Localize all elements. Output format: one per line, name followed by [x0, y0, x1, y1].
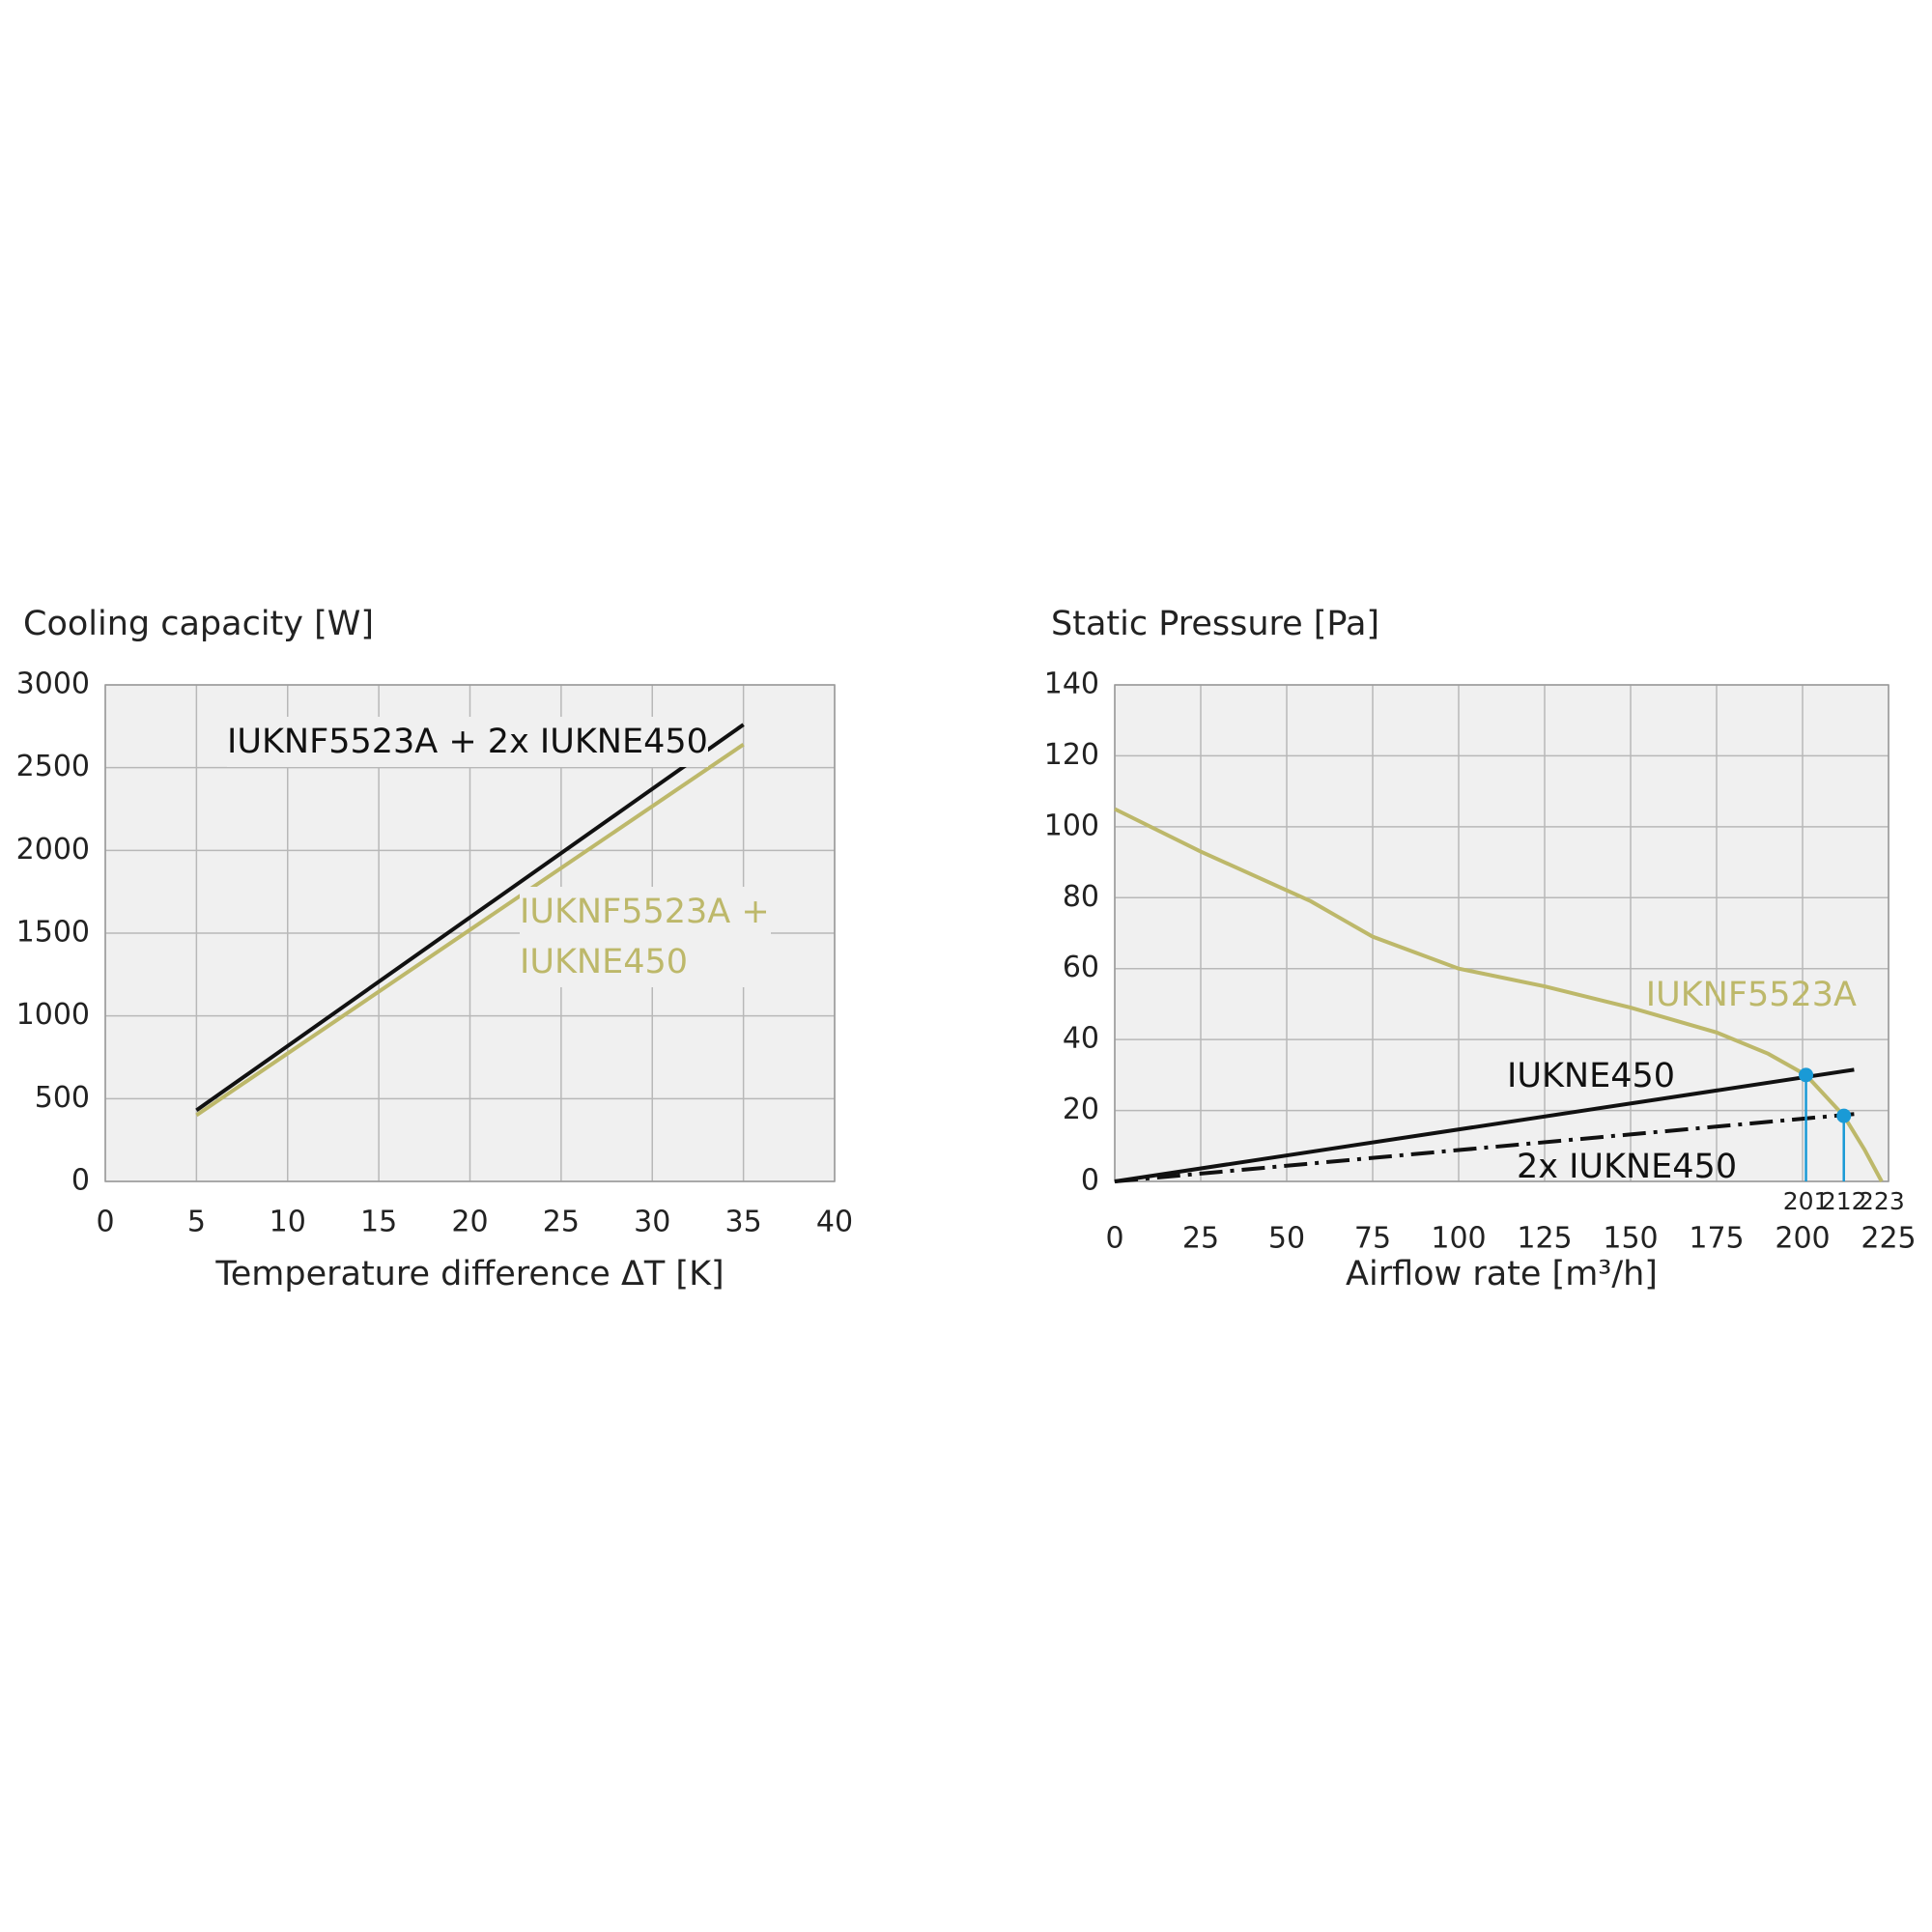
x-tick-label: 125	[1517, 1222, 1572, 1256]
y-tick-label: 2000	[16, 833, 90, 867]
annotation: 201	[1783, 1187, 1830, 1215]
x-axis-label: Temperature difference ΔT [K]	[214, 1255, 724, 1293]
x-tick-label: 75	[1354, 1222, 1391, 1256]
x-tick-label: 20	[451, 1206, 488, 1239]
y-tick-label: 1000	[16, 998, 90, 1032]
plot-border	[104, 684, 836, 1182]
y-tick-label: 0	[71, 1164, 90, 1198]
series-label-box: IUKNF5523A + 2x IUKNE450	[227, 717, 708, 767]
x-tick-label: 150	[1603, 1222, 1658, 1256]
x-tick-label: 25	[543, 1206, 580, 1239]
series-label: IUKNF5523A + 2x IUKNE450	[227, 717, 708, 767]
y-tick-label: 0	[1081, 1164, 1099, 1198]
x-tick-label: 200	[1775, 1222, 1830, 1256]
x-tick-label: 35	[725, 1206, 762, 1239]
series-line	[1114, 1067, 1855, 1183]
x-axis-label: Airflow rate [m³/h]	[1346, 1255, 1658, 1293]
y-tick-label: 40	[1063, 1022, 1099, 1056]
series-line	[195, 743, 745, 1118]
series-label-box: IUKNF5523A + IUKNE450	[520, 887, 771, 987]
series-label: IUKNF5523A	[1645, 976, 1857, 1014]
y-tick-label: 500	[35, 1081, 90, 1115]
x-tick-label: 10	[270, 1206, 306, 1239]
series-line	[1114, 1112, 1855, 1183]
y-tick-label: 120	[1044, 738, 1099, 772]
plot-area	[1115, 685, 1889, 1181]
x-tick-label: 25	[1182, 1222, 1219, 1256]
y-tick-label: 140	[1044, 668, 1099, 701]
series-line	[195, 723, 745, 1112]
annotation: 212	[1821, 1187, 1867, 1215]
annotation: 223	[1859, 1187, 1905, 1215]
x-tick-label: 225	[1861, 1222, 1916, 1256]
operating-point	[1836, 1108, 1852, 1123]
x-tick-label: 0	[1105, 1222, 1123, 1256]
chart-title: Static Pressure [Pa]	[1051, 605, 1379, 643]
series-label: IUKNE450	[1507, 1057, 1675, 1095]
series-label-box: IUKNF5523A	[1645, 976, 1857, 1014]
x-tick-label: 30	[634, 1206, 670, 1239]
y-tick-label: 80	[1063, 880, 1099, 914]
series-label: 2x IUKNE450	[1517, 1148, 1738, 1186]
y-tick-label: 20	[1063, 1093, 1099, 1126]
plot-border	[1114, 684, 1889, 1182]
operating-point	[1799, 1067, 1814, 1083]
series-label: IUKNF5523A + IUKNE450	[520, 887, 771, 987]
series-label-box: 2x IUKNE450	[1517, 1148, 1738, 1186]
x-tick-label: 0	[96, 1206, 114, 1239]
y-tick-label: 1500	[16, 916, 90, 950]
x-tick-label: 50	[1268, 1222, 1305, 1256]
y-tick-label: 60	[1063, 951, 1099, 984]
chart-title: Cooling capacity [W]	[23, 605, 374, 643]
y-tick-label: 2500	[16, 750, 90, 783]
x-tick-label: 100	[1431, 1222, 1486, 1256]
x-tick-label: 5	[187, 1206, 206, 1239]
series-label-box: IUKNE450	[1507, 1057, 1675, 1095]
x-tick-label: 15	[360, 1206, 397, 1239]
y-tick-label: 100	[1044, 809, 1099, 842]
y-tick-label: 3000	[16, 668, 90, 701]
x-tick-label: 40	[816, 1206, 853, 1239]
x-tick-label: 175	[1689, 1222, 1744, 1256]
